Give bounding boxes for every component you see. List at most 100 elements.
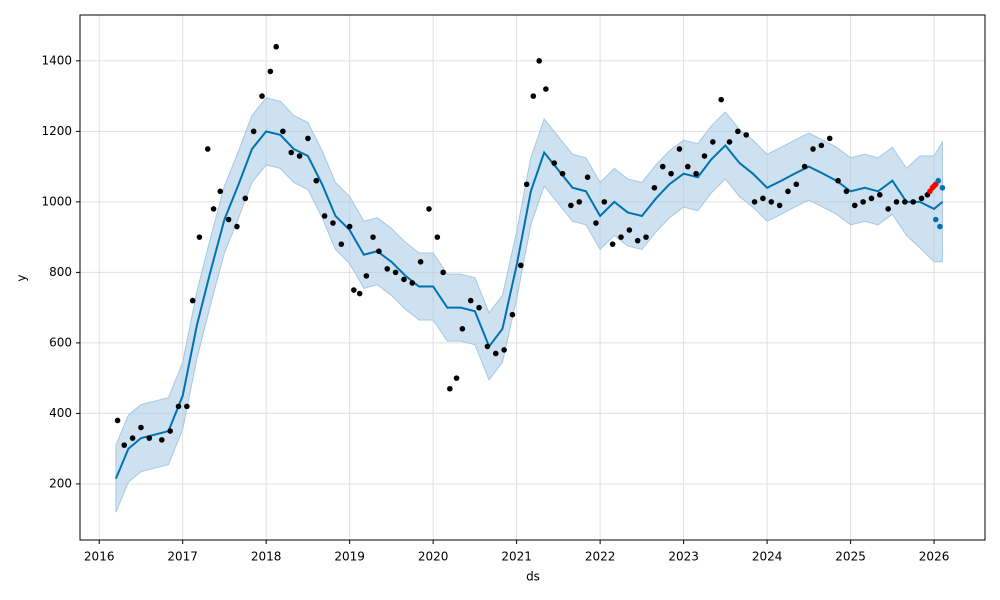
data-point — [609, 241, 616, 247]
y-tick-label: 1400 — [41, 53, 72, 67]
data-point — [288, 149, 295, 156]
data-point — [159, 437, 165, 443]
data-point — [363, 273, 370, 279]
plot-frame — [79, 14, 986, 541]
data-point — [447, 385, 453, 392]
data-point — [659, 163, 666, 170]
data-point — [910, 199, 917, 205]
data-point — [280, 128, 286, 135]
data-point — [351, 287, 357, 293]
uncertainty-band — [115, 97, 943, 513]
data-point — [818, 142, 825, 149]
data-point — [877, 192, 883, 198]
data-point — [234, 223, 240, 230]
plot-area — [80, 15, 985, 540]
data-point — [484, 343, 491, 350]
y-tick-label: 400 — [49, 406, 72, 420]
data-point — [776, 202, 783, 209]
data-point — [321, 213, 328, 219]
data-point — [338, 241, 345, 247]
data-point — [701, 153, 708, 159]
data-point — [196, 234, 203, 240]
data-point — [932, 216, 939, 223]
data-point — [634, 237, 641, 244]
data-point — [576, 199, 583, 205]
y-tick-label: 1000 — [41, 194, 72, 208]
data-point — [384, 266, 391, 272]
data-point — [121, 442, 128, 448]
data-point — [313, 177, 320, 184]
data-point — [718, 96, 724, 103]
data-point — [743, 132, 750, 138]
data-point — [710, 139, 716, 145]
data-point — [735, 128, 741, 135]
data-point — [868, 195, 875, 202]
data-point — [593, 220, 599, 226]
data-point — [250, 128, 257, 135]
data-point — [189, 297, 196, 304]
data-point — [693, 170, 699, 177]
data-point — [129, 435, 136, 441]
data-point — [509, 311, 516, 318]
x-tick-label: 2026 — [919, 550, 950, 564]
data-point — [184, 403, 190, 410]
x-tick-label: 2023 — [668, 550, 699, 564]
data-point — [167, 428, 173, 434]
x-tick-label: 2024 — [752, 550, 783, 564]
data-point — [356, 290, 363, 297]
data-point — [530, 93, 537, 99]
data-point — [467, 297, 474, 304]
data-point — [259, 93, 265, 99]
data-point — [409, 280, 416, 286]
data-point — [860, 199, 866, 205]
x-tick-label: 2025 — [835, 550, 866, 564]
data-point — [618, 234, 624, 240]
data-point — [760, 195, 766, 202]
data-point — [476, 304, 482, 311]
data-point — [918, 195, 925, 202]
data-point — [684, 163, 691, 170]
data-point — [434, 234, 441, 240]
data-point — [668, 170, 674, 177]
data-point — [518, 262, 524, 269]
data-point — [937, 223, 943, 230]
data-point — [459, 326, 466, 332]
data-point — [401, 276, 407, 283]
data-point — [785, 188, 791, 195]
y-tick-label: 200 — [49, 476, 72, 490]
data-point — [893, 199, 900, 205]
data-point — [751, 199, 758, 205]
data-point — [568, 202, 574, 209]
x-tick-label: 2016 — [84, 550, 115, 564]
data-point — [793, 181, 800, 188]
x-tick-label: 2019 — [334, 550, 365, 564]
forecast-line — [114, 130, 944, 480]
data-point — [175, 403, 182, 410]
data-point — [939, 184, 946, 191]
data-point — [330, 220, 336, 226]
data-point — [370, 234, 376, 240]
data-point — [835, 177, 841, 184]
y-tick-label: 800 — [49, 265, 72, 279]
data-point — [536, 58, 542, 64]
data-point — [626, 227, 633, 233]
data-point — [885, 206, 891, 212]
data-point — [267, 68, 274, 75]
data-point — [559, 170, 566, 177]
data-point — [501, 347, 507, 353]
data-point — [217, 188, 224, 195]
data-point — [768, 199, 775, 205]
y-tick-label: 600 — [49, 335, 72, 349]
data-point — [826, 135, 833, 142]
x-tick-label: 2017 — [167, 550, 198, 564]
x-tick-label: 2020 — [418, 550, 449, 564]
data-point — [726, 139, 733, 145]
data-point — [146, 435, 153, 441]
y-tick-label: 1200 — [41, 124, 72, 138]
data-point — [204, 146, 211, 152]
data-point — [242, 195, 249, 202]
data-point — [426, 206, 432, 212]
data-point — [851, 202, 858, 209]
data-point — [643, 234, 649, 240]
